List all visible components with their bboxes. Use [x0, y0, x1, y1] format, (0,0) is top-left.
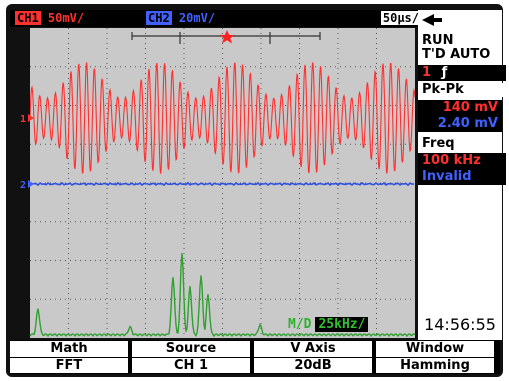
- ch2-waveform: [30, 181, 414, 187]
- trigger-slope-icon: ƒ: [441, 65, 448, 80]
- trigger-source-slope[interactable]: 1 ƒ: [418, 65, 506, 81]
- trigger-source: 1: [422, 65, 432, 80]
- softkey-v-axis-label: V Axis: [254, 341, 372, 357]
- ch2-freq-value: Invalid: [418, 169, 506, 185]
- math-fft-waveform: [30, 253, 415, 338]
- ch1-tag: CH1: [15, 11, 41, 25]
- ch1-scale: 50mV/: [47, 11, 85, 25]
- softkey-math[interactable]: Math FFT: [10, 340, 130, 374]
- waveform-graticule: [30, 28, 415, 338]
- right-info-panel: RUN T'D AUTO 1 ƒ Pk-Pk 140 mV 2.40 mV Fr…: [418, 10, 506, 340]
- softkey-math-label: Math: [10, 341, 128, 357]
- math-label: M/D: [288, 317, 312, 332]
- trigger-mode[interactable]: T'D AUTO: [422, 47, 491, 62]
- softkey-v-axis[interactable]: V Axis 20dB: [254, 340, 374, 374]
- status-bar: CH1 50mV/ CH2 20mV/ 50µs/: [10, 10, 424, 27]
- measurement-label-pkpk[interactable]: Pk-Pk: [418, 83, 506, 97]
- math-scale-indicator[interactable]: M/D 25kHz/: [288, 316, 369, 333]
- channel-markers: 1 2: [20, 114, 34, 191]
- ch1-scale-indicator[interactable]: CH1 50mV/: [12, 11, 144, 26]
- softkey-window-value: Hamming: [376, 358, 494, 373]
- ch2-marker[interactable]: 2: [20, 180, 26, 191]
- softkey-v-axis-value: 20dB: [254, 358, 372, 373]
- softkey-window-label: Window: [376, 341, 494, 357]
- ch2-tag: CH2: [146, 11, 172, 25]
- ch2-scale-indicator[interactable]: CH2 20mV/: [143, 11, 267, 26]
- ch1-marker[interactable]: 1: [20, 114, 26, 125]
- softkey-window[interactable]: Window Hamming: [376, 340, 496, 374]
- softkey-math-value: FFT: [10, 358, 128, 373]
- timebase-scale: 50µs/: [380, 11, 421, 25]
- run-state[interactable]: RUN: [422, 33, 454, 48]
- ch1-marker-arrow-icon: [28, 114, 34, 122]
- ch1-pkpk-value: 140 mV: [418, 100, 502, 116]
- ch2-pkpk-value: 2.40 mV: [418, 116, 502, 132]
- trigger-star-icon: [219, 30, 235, 44]
- softkey-source-value: CH 1: [132, 358, 250, 373]
- softkey-bar: Math FFT Source CH 1 V Axis 20dB Window …: [10, 340, 500, 374]
- clock: 14:56:55: [418, 314, 502, 336]
- math-scale: 25kHz/: [315, 317, 369, 332]
- measurement-label-freq[interactable]: Freq: [422, 136, 455, 151]
- trigger-arrow-icon: [422, 14, 442, 26]
- timebase-indicator[interactable]: 50µs/: [346, 11, 424, 26]
- ch2-marker-arrow-icon: [28, 180, 34, 188]
- ch1-freq-value: 100 kHz: [418, 153, 506, 169]
- ch2-scale: 20mV/: [178, 11, 216, 25]
- softkey-source[interactable]: Source CH 1: [132, 340, 252, 374]
- waveform-svg: [30, 28, 415, 338]
- ch1-waveform: [30, 62, 415, 174]
- softkey-source-label: Source: [132, 341, 250, 357]
